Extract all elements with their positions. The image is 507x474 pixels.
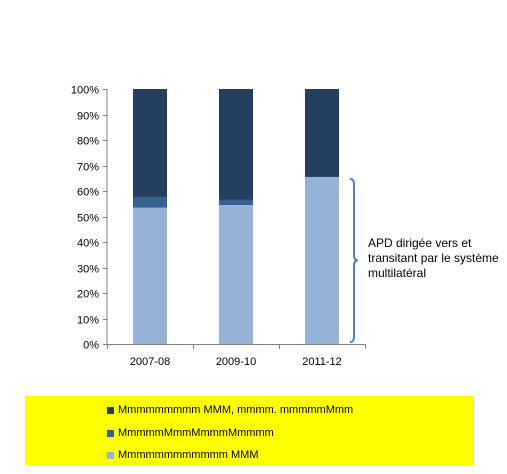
y-tick-label: 70% — [77, 162, 99, 174]
x-axis: 2007-08 2009-10 2011-12 — [107, 344, 366, 368]
legend-swatch — [107, 429, 114, 437]
bar-segment — [133, 89, 167, 198]
bracket-path — [349, 177, 359, 343]
y-tick-label: 20% — [77, 289, 99, 301]
bars — [133, 89, 339, 344]
legend-swatch — [107, 406, 114, 414]
y-tick-label: 80% — [77, 136, 99, 148]
y-tick-label: 40% — [77, 238, 99, 250]
x-tick-label: 2011-12 — [302, 356, 342, 368]
legend: Mmmmmmmmm MMM, mmmm. mmmmmMmm MmmmmMmmMm… — [25, 396, 474, 465]
bar-segment — [305, 89, 339, 177]
legend-label: Mmmmmmmmm MMM, mmmm. mmmmmMmm — [118, 404, 354, 416]
x-tick-label: 2007-08 — [130, 356, 170, 368]
y-tick-label: 50% — [77, 213, 99, 225]
y-tick-label: 30% — [77, 264, 99, 276]
annotation-text: APD dirigée vers et transitant par le sy… — [368, 236, 499, 280]
y-tick-label: 60% — [77, 187, 99, 199]
bar-segment — [133, 197, 167, 208]
annotation-bracket — [349, 177, 359, 343]
bar-segment — [133, 207, 167, 344]
x-tick-label: 2009-10 — [216, 356, 256, 368]
legend-item: MmmmmMmmMmmmMmmmm — [107, 426, 274, 440]
bar-segment — [219, 205, 253, 344]
bar-segment — [219, 89, 253, 200]
y-tick-label: 10% — [77, 315, 99, 327]
bar-segment — [305, 176, 339, 344]
y-axis: 0% 10% 20% 30% 40% 50% 60% 70% 80% 90% 100% — [71, 85, 108, 352]
y-tick-label: 0% — [83, 340, 99, 352]
legend-item: Mmmmmmmmm MMM, mmmm. mmmmmMmm — [107, 403, 353, 417]
y-tick-label: 100% — [71, 85, 99, 97]
y-tick-label: 90% — [77, 111, 99, 123]
legend-label: MmmmmMmmMmmmMmmmm — [118, 427, 274, 439]
legend-item: Mmmmmmmmmmmm MMM — [107, 448, 259, 462]
legend-label: Mmmmmmmmmmmm MMM — [118, 449, 259, 461]
legend-swatch — [107, 451, 114, 459]
bar-segment — [219, 199, 253, 206]
